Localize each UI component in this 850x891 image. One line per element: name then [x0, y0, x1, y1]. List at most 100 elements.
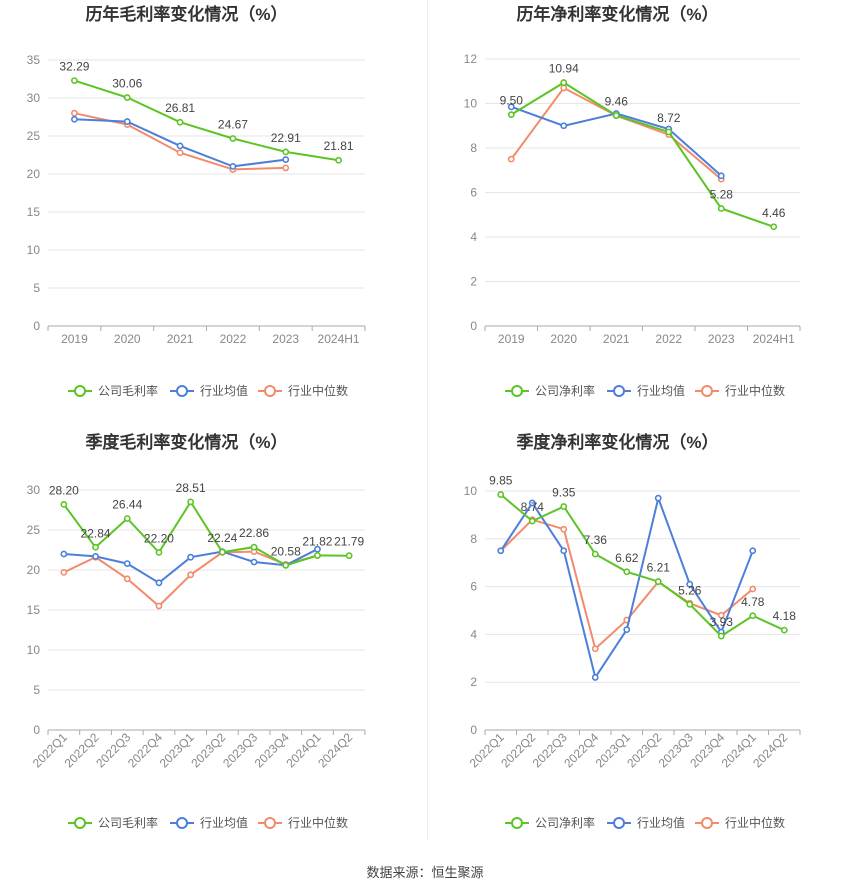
y-tick-label: 15	[27, 205, 41, 219]
data-point-median	[560, 84, 568, 92]
data-label: 10.94	[549, 62, 579, 76]
y-tick-label: 15	[27, 603, 41, 617]
x-tick-label: 2024H1	[318, 332, 360, 346]
data-label: 9.50	[500, 94, 524, 108]
data-point-company	[717, 632, 725, 640]
data-label: 28.20	[49, 483, 79, 497]
data-point-avg	[187, 553, 195, 561]
y-tick-label: 30	[27, 91, 41, 105]
data-point-avg	[749, 547, 757, 555]
legend-label-company: 公司净利率	[535, 383, 595, 398]
data-point-avg	[591, 674, 599, 681]
legend-marker-median	[264, 817, 276, 829]
data-point-avg	[528, 499, 536, 507]
data-point-company	[654, 578, 662, 585]
data-label: 9.85	[489, 474, 513, 488]
data-point-avg	[60, 550, 68, 558]
data-point-avg	[92, 552, 99, 560]
data-point-avg	[229, 162, 237, 170]
legend-marker-avg	[176, 817, 188, 829]
data-label: 4.78	[741, 595, 765, 609]
y-tick-label: 30	[27, 483, 41, 497]
y-tick-label: 10	[27, 243, 41, 257]
legend-label-company: 公司毛利率	[98, 383, 158, 398]
legend-marker-company	[74, 817, 86, 829]
data-point-company	[60, 501, 68, 508]
data-point-avg	[560, 547, 568, 555]
series-line-avg	[499, 494, 754, 680]
data-point-company	[155, 549, 163, 556]
y-tick-label: 2	[470, 675, 477, 689]
data-point-company	[612, 112, 620, 119]
y-tick-label: 8	[470, 141, 477, 155]
data-point-company	[623, 568, 631, 576]
data-label: 5.26	[678, 583, 702, 597]
y-tick-label: 25	[27, 129, 41, 143]
data-point-avg	[282, 156, 290, 163]
legend-label-company: 公司毛利率	[98, 815, 158, 830]
data-point-median	[507, 155, 515, 163]
data-point-company	[560, 503, 568, 510]
data-label: 7.36	[584, 533, 608, 547]
legend-label-median: 行业中位数	[725, 815, 785, 830]
data-label: 4.18	[773, 609, 797, 623]
data-label: 22.20	[144, 531, 174, 545]
data-point-median	[71, 109, 78, 117]
data-point-median	[282, 164, 290, 172]
x-tick-label: 2023	[708, 332, 735, 346]
legend-label-avg: 行业均值	[637, 383, 685, 398]
data-label: 21.82	[302, 534, 332, 548]
y-tick-label: 12	[464, 52, 478, 66]
legend-marker-median	[701, 385, 713, 397]
x-tick-label: 2024Q2	[315, 730, 355, 770]
y-tick-label: 4	[470, 230, 477, 244]
data-point-avg	[717, 172, 725, 180]
data-point-company	[770, 223, 778, 231]
data-label: 22.91	[271, 131, 301, 145]
x-tick-label: 2024Q2	[750, 730, 790, 770]
legend-marker-median	[264, 385, 276, 397]
data-point-company	[314, 552, 321, 559]
data-point-avg	[507, 103, 515, 111]
data-point-company	[218, 548, 226, 556]
x-tick-label: 2020	[550, 332, 577, 346]
data-point-company	[686, 600, 694, 608]
legend-marker-company	[511, 385, 523, 397]
data-label: 21.79	[334, 535, 364, 549]
y-tick-label: 5	[33, 683, 40, 697]
y-tick-label: 10	[464, 484, 478, 498]
data-label: 9.46	[605, 95, 629, 109]
data-point-company	[345, 552, 353, 560]
y-tick-label: 0	[470, 723, 477, 737]
data-point-median	[591, 645, 599, 653]
data-label: 22.84	[81, 526, 111, 540]
data-point-median	[176, 149, 184, 157]
data-label: 6.21	[647, 561, 671, 575]
data-point-avg	[497, 547, 505, 555]
chart-title: 历年净利率变化情况（%）	[516, 4, 718, 24]
data-point-company	[560, 79, 568, 86]
data-label: 3.93	[710, 615, 734, 629]
data-point-avg	[686, 580, 694, 588]
y-tick-label: 35	[27, 53, 41, 67]
data-point-median	[123, 575, 131, 583]
data-label: 22.86	[239, 526, 269, 540]
data-label: 21.81	[324, 139, 354, 153]
x-tick-label: 2024H1	[753, 332, 795, 346]
chart-title: 季度净利率变化情况（%）	[516, 432, 718, 452]
data-point-company	[123, 515, 131, 522]
legend-label-median: 行业中位数	[288, 383, 348, 398]
annual-gross-margin-chart: 历年毛利率变化情况（%） 0 5 10 15 20 25 30 35 2019 2020 2021 20…	[27, 4, 366, 398]
data-point-company	[282, 561, 290, 569]
x-tick-label: 2019	[61, 332, 88, 346]
legend-label-avg: 行业均值	[637, 815, 685, 830]
data-point-avg	[176, 142, 184, 150]
data-label: 26.81	[165, 101, 195, 115]
data-point-company	[229, 135, 237, 142]
quarterly-net-margin-chart: 季度净利率变化情况（%）02468102022Q12022Q22022Q3202…	[464, 432, 801, 830]
series-line-company	[510, 81, 775, 228]
data-point-avg	[654, 494, 662, 502]
data-point-company	[176, 118, 184, 126]
legend-label-median: 行业中位数	[725, 383, 785, 398]
y-tick-label: 0	[470, 319, 477, 333]
